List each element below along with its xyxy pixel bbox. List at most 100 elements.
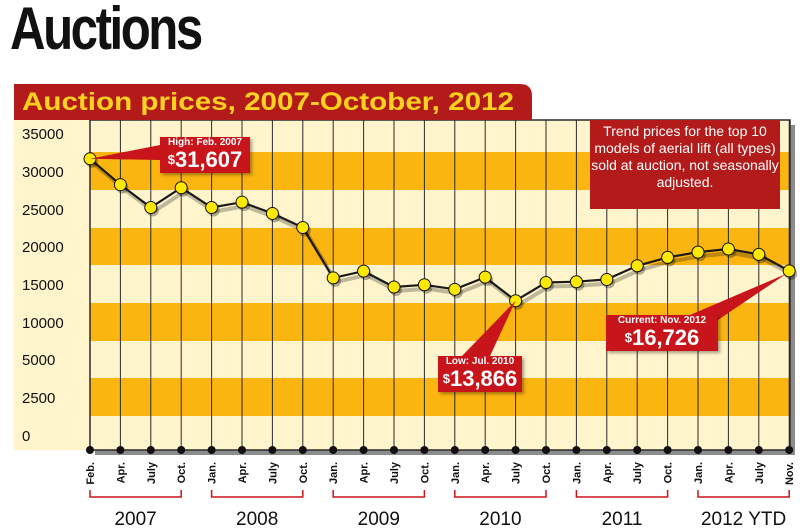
year-label: 2009 — [358, 509, 400, 530]
current-callout-pointer — [690, 273, 787, 322]
data-point — [752, 247, 766, 261]
year-label: 2008 — [236, 509, 278, 530]
data-point — [387, 280, 401, 294]
x-tick-label: Apr. — [237, 462, 249, 483]
x-tick-dot — [481, 446, 490, 454]
x-tick-dot — [207, 446, 216, 454]
x-tick-label: Apr. — [115, 462, 127, 483]
x-tick-dot — [359, 446, 368, 454]
x-tick-dot — [298, 446, 307, 454]
y-tick-label: 20000 — [22, 239, 64, 256]
year-bracket — [210, 490, 304, 498]
high-callout-pointer — [90, 145, 160, 160]
data-point — [539, 275, 553, 289]
x-tick-label: Apr. — [480, 462, 492, 483]
data-point — [144, 200, 158, 214]
current-callout-label: Current: Nov. 2012 — [617, 315, 707, 326]
x-tick-dot — [450, 446, 459, 454]
x-tick-label: Oct. — [176, 462, 188, 483]
year-bracket — [454, 490, 547, 498]
x-tick-label: July — [511, 461, 523, 484]
x-tick-dot — [633, 446, 642, 454]
data-point — [265, 206, 279, 220]
x-tick-label: Apr. — [359, 462, 371, 483]
y-tick-label: 35000 — [22, 126, 64, 143]
year-bracket — [89, 490, 182, 498]
low-callout-value: $13,866 — [442, 366, 518, 391]
x-tick-dot — [420, 446, 429, 454]
x-tick-dot — [268, 446, 277, 454]
year-bracket — [575, 490, 669, 498]
x-tick-label: July — [389, 461, 401, 484]
x-tick-dot — [329, 446, 338, 454]
y-tick-label: 2500 — [22, 390, 55, 407]
x-tick-label: Oct. — [541, 462, 553, 483]
x-tick-label: Apr. — [723, 462, 735, 483]
x-tick-dot — [177, 446, 186, 454]
data-point — [235, 195, 249, 209]
y-tick-label: 5000 — [22, 352, 55, 369]
year-bracket — [332, 490, 426, 498]
x-tick-label: Jan. — [571, 462, 583, 484]
x-tick-dot — [542, 446, 550, 454]
data-point — [357, 264, 371, 278]
trend-note: Trend prices for the top 10 models of ae… — [590, 120, 780, 209]
data-point — [205, 200, 219, 214]
year-label: 2011 — [602, 509, 643, 530]
x-tick-dot — [390, 446, 398, 454]
x-tick-dot — [238, 446, 246, 454]
x-tick-label: Apr. — [602, 462, 614, 483]
x-tick-dot — [694, 446, 702, 454]
y-tick-label: 25000 — [22, 202, 64, 219]
x-tick-dot — [602, 446, 611, 454]
x-tick-label: July — [754, 461, 766, 484]
y-tick-label: 0 — [22, 428, 30, 445]
high-callout-label: High: Feb. 2007 — [168, 137, 242, 148]
high-callout-value: $31,607 — [167, 147, 243, 172]
data-point — [782, 264, 796, 278]
x-tick-label: July — [146, 461, 158, 484]
data-point — [296, 221, 310, 234]
plot-band — [90, 265, 790, 303]
x-tick-dot — [572, 446, 581, 454]
x-tick-label: Oct. — [298, 462, 310, 483]
year-bracket — [697, 490, 790, 498]
data-point — [661, 250, 675, 264]
data-point — [630, 259, 644, 273]
current-callout: Current: Nov. 2012 $16,726 — [606, 315, 718, 351]
x-tick-label: Jan. — [450, 462, 462, 484]
low-callout-pointer — [462, 300, 516, 356]
current-callout-value: $16,726 — [624, 325, 700, 350]
year-label: 2007 — [114, 509, 156, 530]
data-point — [478, 270, 492, 284]
x-tick-label: Oct. — [663, 462, 675, 483]
x-tick-label: Jan. — [328, 462, 340, 484]
x-tick-dot — [146, 446, 155, 454]
x-tick-label: July — [267, 461, 279, 484]
x-tick-dot — [754, 446, 763, 454]
data-point — [600, 272, 614, 286]
x-tick-dot — [511, 446, 520, 454]
year-label: 2012 YTD — [701, 509, 786, 530]
y-axis-panel — [14, 120, 90, 450]
x-tick-dot — [663, 446, 672, 454]
chart-title: Auction prices, 2007-October, 2012 — [22, 88, 514, 116]
x-tick-label: Oct. — [419, 462, 431, 483]
chart-title-bg — [14, 84, 532, 120]
x-tick-label: Nov. — [784, 462, 796, 485]
x-tick-label: Feb. — [85, 462, 97, 485]
data-point — [721, 242, 735, 256]
x-tick-label: Jan. — [693, 462, 705, 484]
y-tick-label: 15000 — [22, 277, 64, 294]
x-tick-dot — [116, 446, 125, 454]
x-tick-dot — [86, 446, 94, 454]
high-callout: High: Feb. 2007 $31,607 — [160, 137, 250, 173]
data-point — [569, 275, 583, 289]
data-point — [174, 181, 188, 195]
data-point — [691, 245, 705, 259]
low-callout: Low: Jul. 2010 $13,866 — [438, 356, 522, 392]
x-tick-dot — [785, 446, 794, 454]
data-point — [417, 278, 431, 292]
